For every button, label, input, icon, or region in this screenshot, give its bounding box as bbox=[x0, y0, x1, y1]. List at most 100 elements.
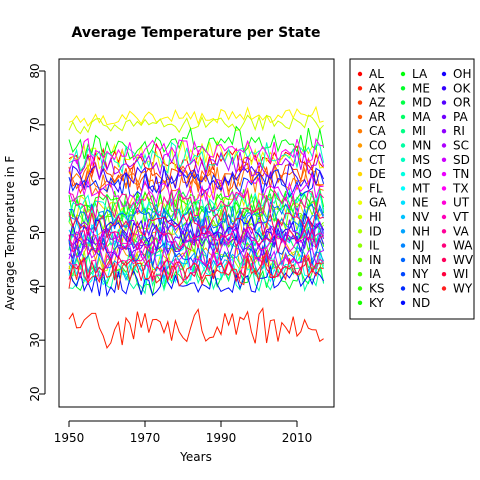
legend-label-ks: KS bbox=[369, 282, 385, 296]
legend-box bbox=[349, 58, 475, 320]
legend-marker-id bbox=[357, 229, 363, 234]
x-tick-label-1950: 1950 bbox=[54, 431, 85, 445]
legend-marker-de bbox=[357, 171, 363, 177]
chart-title: Average Temperature per State bbox=[72, 25, 321, 41]
legend-label-ok: OK bbox=[453, 81, 471, 95]
legend-label-va: VA bbox=[453, 224, 469, 238]
legend-marker-ri bbox=[441, 129, 447, 134]
legend-label-nm: NM bbox=[412, 253, 431, 267]
legend-label-ut: UT bbox=[453, 196, 470, 210]
legend-label-pa: PA bbox=[453, 110, 468, 124]
legend-label-mn: MN bbox=[412, 139, 431, 153]
legend-marker-ca bbox=[357, 129, 363, 134]
legend-marker-la bbox=[400, 71, 406, 77]
legend-marker-ny bbox=[400, 272, 406, 277]
legend-label-nc: NC bbox=[412, 282, 429, 296]
legend-label-nh: NH bbox=[412, 224, 430, 238]
legend-label-de: DE bbox=[369, 167, 386, 181]
legend-marker-ks bbox=[357, 286, 363, 291]
legend-label-co: CO bbox=[369, 139, 387, 153]
legend-label-mt: MT bbox=[412, 181, 430, 195]
series-line-sc bbox=[68, 150, 325, 180]
legend-label-la: LA bbox=[412, 67, 428, 81]
series-line-mn bbox=[68, 262, 325, 295]
legend-marker-vt bbox=[441, 214, 447, 220]
series-line-tx bbox=[68, 137, 324, 166]
legend-label-ny: NY bbox=[412, 267, 429, 281]
legend-label-tx: TX bbox=[452, 181, 469, 195]
legend-label-tn: TN bbox=[452, 167, 469, 181]
legend-marker-md bbox=[400, 100, 406, 105]
legend-marker-nv bbox=[400, 214, 406, 220]
legend-label-nj: NJ bbox=[412, 239, 425, 253]
legend-marker-me bbox=[400, 86, 406, 91]
legend-label-nv: NV bbox=[412, 210, 430, 224]
legend-marker-or bbox=[441, 100, 447, 105]
legend-label-ak: AK bbox=[369, 81, 386, 95]
legend-marker-ma bbox=[400, 114, 406, 120]
series-line-ak bbox=[68, 306, 324, 349]
legend-marker-wi bbox=[441, 272, 447, 277]
legend-marker-al bbox=[357, 71, 363, 77]
series-line-tn bbox=[68, 173, 324, 208]
legend-label-wi: WI bbox=[453, 267, 468, 281]
legend-marker-hi bbox=[357, 214, 363, 220]
legend-marker-fl bbox=[357, 186, 363, 191]
legend-marker-tx bbox=[441, 186, 447, 191]
legend-label-oh: OH bbox=[453, 67, 471, 81]
legend-marker-mn bbox=[400, 143, 406, 148]
series-line-ri bbox=[68, 217, 325, 249]
legend-marker-mo bbox=[400, 171, 406, 177]
legend-label-vt: VT bbox=[453, 210, 469, 224]
series-line-wy bbox=[68, 254, 324, 290]
legend-label-nd: ND bbox=[412, 296, 430, 310]
legend-marker-nc bbox=[400, 286, 406, 291]
series-line-wv bbox=[68, 205, 324, 239]
legend-label-ri: RI bbox=[453, 124, 465, 138]
legend-marker-wy bbox=[441, 286, 447, 291]
legend-marker-ak bbox=[357, 86, 363, 91]
legend-label-me: ME bbox=[412, 81, 430, 95]
series-line-nc bbox=[68, 167, 325, 198]
series-line-ms bbox=[68, 141, 325, 175]
legend-label-sd: SD bbox=[453, 153, 470, 167]
legend-label-id: ID bbox=[369, 224, 382, 238]
y-tick-label-30: 30 bbox=[28, 333, 42, 348]
legend-marker-co bbox=[357, 143, 363, 148]
series-layer bbox=[68, 105, 325, 349]
series-line-nd bbox=[68, 264, 325, 298]
legend-marker-il bbox=[357, 243, 363, 248]
legend-label-in: IN bbox=[369, 253, 382, 267]
legend-label-ia: IA bbox=[369, 267, 382, 281]
legend-label-sc: SC bbox=[453, 139, 469, 153]
legend-marker-ky bbox=[357, 300, 363, 305]
legend-marker-ia bbox=[357, 272, 363, 277]
series-line-va bbox=[68, 188, 324, 221]
series-line-wa bbox=[68, 225, 324, 257]
legend-marker-nd bbox=[400, 300, 406, 305]
legend-marker-in bbox=[357, 257, 363, 263]
series-line-hi bbox=[68, 114, 324, 135]
legend-label-ms: MS bbox=[412, 153, 430, 167]
legend-label-wv: WV bbox=[453, 253, 474, 267]
legend-label-ga: GA bbox=[369, 196, 387, 210]
legend-label-ar: AR bbox=[369, 110, 386, 124]
y-tick-label-70: 70 bbox=[28, 117, 42, 132]
series-line-ga bbox=[68, 139, 324, 174]
legend-label-ct: CT bbox=[369, 153, 385, 167]
legend-label-hi: HI bbox=[369, 210, 382, 224]
legend-label-ne: NE bbox=[412, 196, 429, 210]
legend-marker-pa bbox=[441, 114, 447, 120]
series-line-nm bbox=[69, 200, 325, 231]
legend-label-fl: FL bbox=[369, 181, 383, 195]
legend-label-mi: MI bbox=[412, 124, 426, 138]
series-line-ny bbox=[68, 235, 325, 268]
legend-label-az: AZ bbox=[369, 96, 385, 110]
legend-label-ky: KY bbox=[369, 296, 384, 310]
legend-marker-sc bbox=[441, 143, 447, 148]
legend-label-ma: MA bbox=[412, 110, 431, 124]
y-tick-label-80: 80 bbox=[28, 63, 42, 78]
y-tick-label-50: 50 bbox=[28, 225, 42, 240]
